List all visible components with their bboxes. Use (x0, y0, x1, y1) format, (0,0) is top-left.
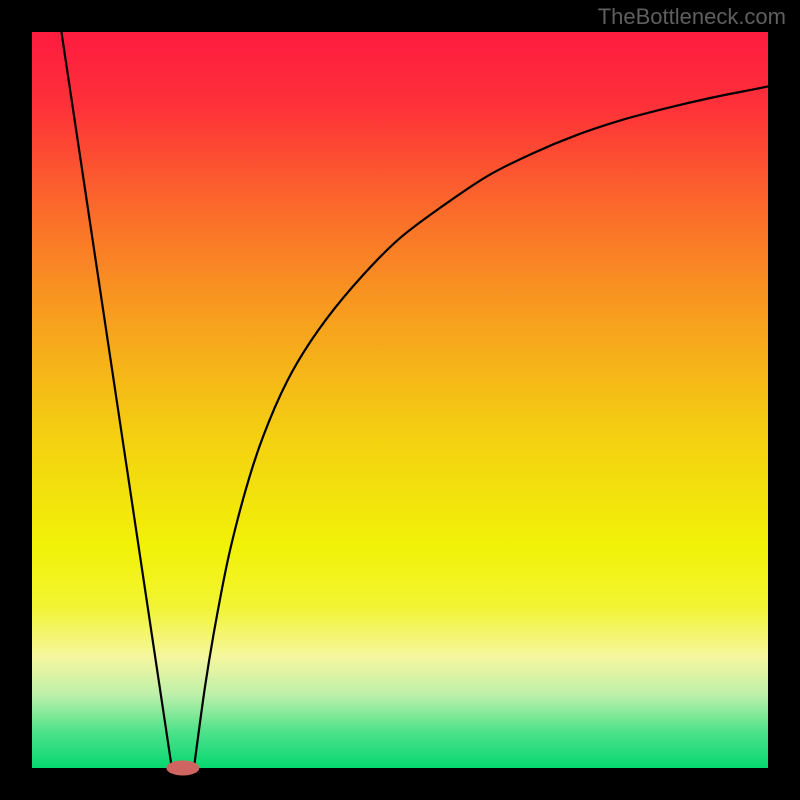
bottleneck-chart (0, 0, 800, 800)
chart-container: TheBottleneck.com (0, 0, 800, 800)
watermark-text: TheBottleneck.com (598, 4, 786, 30)
plot-area (32, 32, 768, 768)
bottleneck-marker (167, 761, 199, 775)
